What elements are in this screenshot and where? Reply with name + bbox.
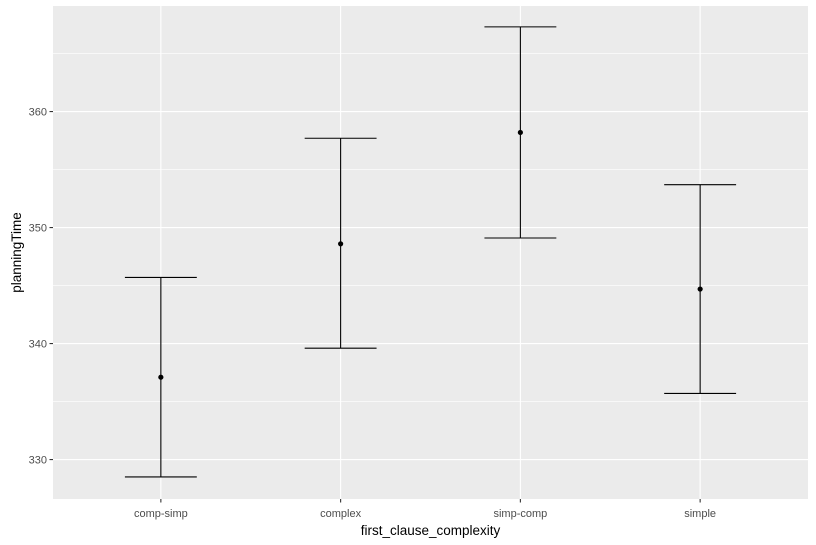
mean-point	[338, 241, 344, 247]
y-tick-label: 330	[29, 455, 47, 467]
y-tick-label: 350	[29, 223, 47, 235]
x-axis-title: first_clause_complexity	[361, 523, 501, 538]
x-tick-label: comp-simp	[134, 508, 188, 520]
error-bar-complex	[304, 137, 377, 349]
error-bar-simp-comp	[484, 26, 557, 239]
x-tick-label: simple	[684, 508, 716, 520]
y-axis-title: planningTime	[9, 212, 24, 293]
mean-point	[517, 129, 523, 136]
mean-point	[697, 286, 703, 292]
error-bars	[124, 26, 737, 478]
error-bar-simple	[664, 184, 737, 394]
error-bar-comp-simp	[124, 276, 197, 478]
y-axis: 330 340 350 360	[29, 107, 53, 467]
y-tick-label: 360	[29, 107, 47, 119]
x-axis: comp-simp complex simp-comp simple	[134, 499, 716, 520]
minor-gridlines	[53, 53, 808, 402]
x-tick-label: simp-comp	[493, 508, 547, 520]
x-tick-label: complex	[320, 508, 361, 520]
y-tick-label: 340	[29, 339, 47, 351]
plot-panel	[53, 6, 808, 499]
mean-point	[158, 374, 164, 380]
